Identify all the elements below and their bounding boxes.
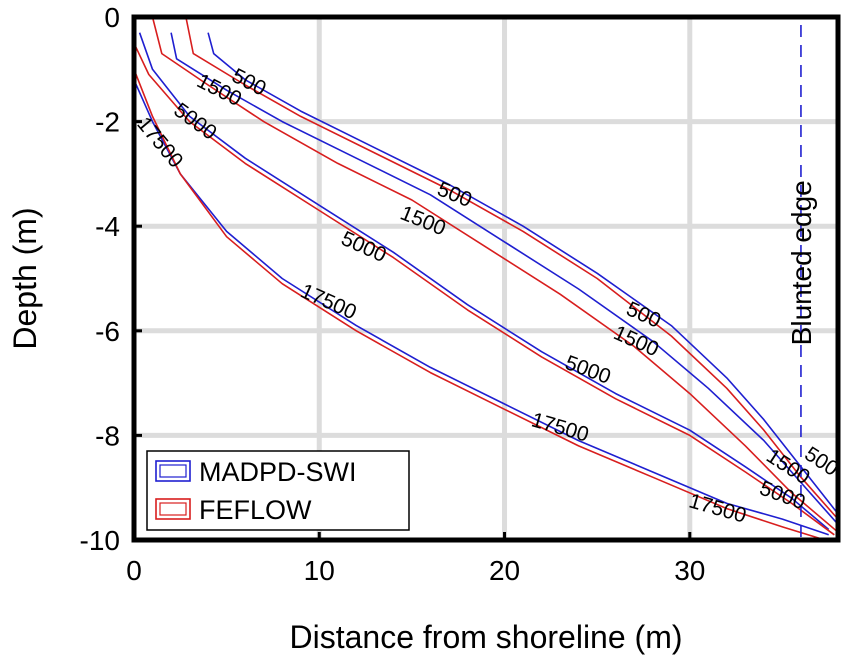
contour-line-madpdswi-1500 xyxy=(170,32,839,525)
x-axis-label: Distance from shoreline (m) xyxy=(290,619,683,655)
y-tick-label: -2 xyxy=(95,107,120,138)
legend-swatch-inner xyxy=(159,502,187,516)
legend-swatch-inner xyxy=(159,464,187,478)
blunted-edge-line: Blunted edge xyxy=(786,25,817,540)
contour-line-madpdswi-500 xyxy=(207,32,839,515)
y-tick-label: -10 xyxy=(80,525,120,556)
y-tick-label: -8 xyxy=(95,420,120,451)
axis-ticks: 0 10 20 30 0 -2 -4 -6 -8 -10 xyxy=(80,2,706,586)
plot-frame xyxy=(131,14,841,543)
x-tick-label: 10 xyxy=(304,555,335,586)
x-tick-label: 30 xyxy=(674,555,705,586)
legend: MADPD-SWI FEFLOW xyxy=(146,450,410,531)
legend-label: FEFLOW xyxy=(199,495,312,525)
contour-line-feflow-500 xyxy=(185,16,839,520)
legend-swatch xyxy=(155,460,191,482)
legend-label: MADPD-SWI xyxy=(199,457,357,487)
y-tick-label: -4 xyxy=(95,211,120,242)
contour-line-feflow-1500 xyxy=(151,16,839,533)
x-tick-label: 0 xyxy=(126,555,142,586)
y-tick-label: 0 xyxy=(104,2,120,33)
contour-line-feflow-5000 xyxy=(133,42,835,536)
contour-curves xyxy=(133,16,839,541)
legend-swatch xyxy=(155,498,191,520)
contour-line-feflow-17500 xyxy=(133,69,826,541)
y-tick-label: -6 xyxy=(95,316,120,347)
contour-line-madpdswi-5000 xyxy=(138,32,830,531)
blunted-edge-label: Blunted edge xyxy=(786,180,817,345)
x-tick-label: 20 xyxy=(489,555,520,586)
y-axis-label: Depth (m) xyxy=(7,207,43,349)
